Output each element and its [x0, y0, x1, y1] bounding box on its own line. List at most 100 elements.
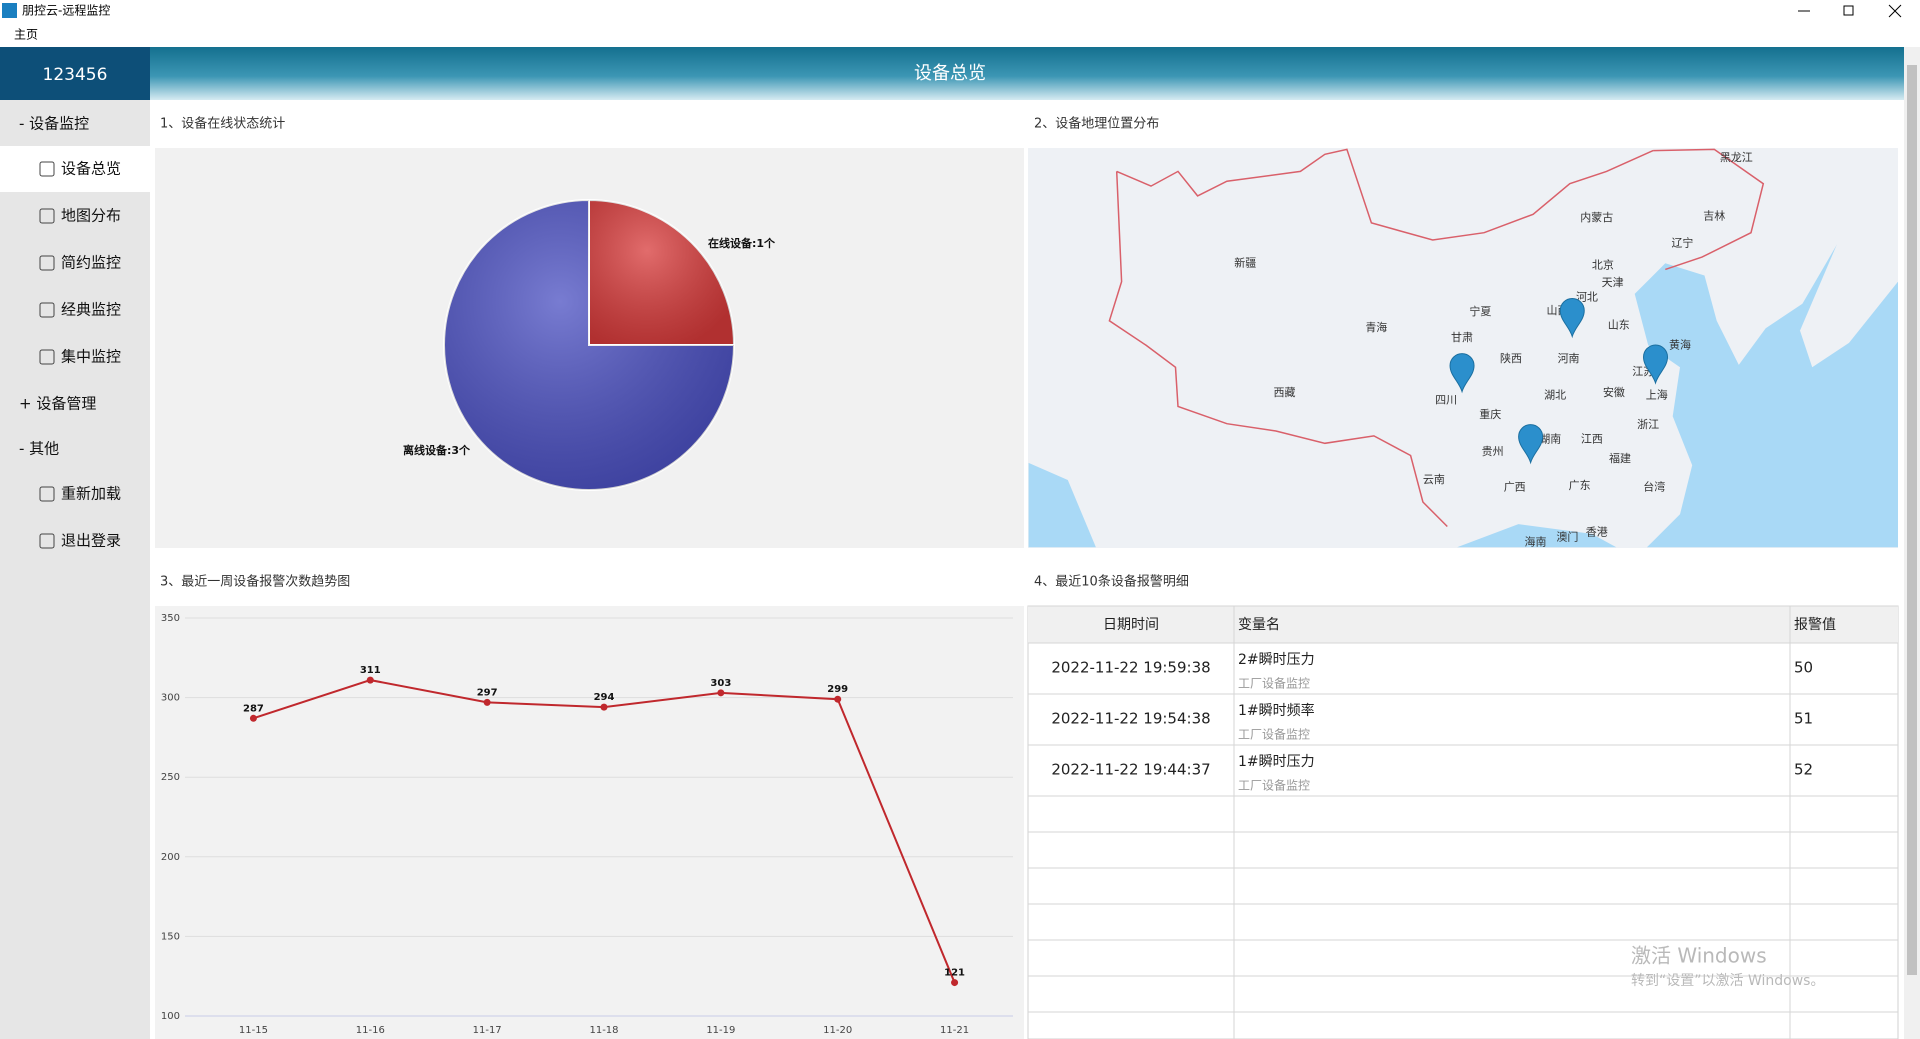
map-label: 黑龙江: [1720, 151, 1753, 164]
header-bar: [150, 47, 1904, 100]
x-tick-label: 11-17: [473, 1025, 502, 1036]
map-pin[interactable]: [1559, 297, 1585, 339]
sidebar-item[interactable]: + 设备管理: [19, 395, 96, 413]
app-icon: [2, 3, 17, 18]
section-title: 1、设备在线状态统计: [160, 116, 285, 132]
section-title: 4、最近10条设备报警明细: [1034, 574, 1189, 590]
x-tick-label: 11-15: [239, 1025, 268, 1036]
sidebar-item[interactable]: 重新加载: [61, 485, 121, 503]
sidebar-item[interactable]: - 其他: [19, 440, 59, 458]
map-label: 甘肃: [1451, 331, 1473, 344]
selected-item-bg: [0, 146, 150, 192]
map-label: 安徽: [1603, 385, 1625, 399]
sidebar-item[interactable]: 经典监控: [61, 301, 121, 319]
scroll-thumb[interactable]: [1907, 65, 1917, 975]
map-label: 河南: [1558, 352, 1580, 365]
map-label: 香港: [1586, 526, 1608, 539]
sidebar-item[interactable]: 简约监控: [61, 254, 121, 272]
map-label: 天津: [1602, 276, 1624, 289]
sea: [1028, 462, 1096, 548]
land: [1800, 171, 1898, 368]
border: [1116, 148, 1654, 241]
close-button[interactable]: [1888, 4, 1902, 18]
cell-source: 工厂设备监控: [1238, 779, 1310, 793]
menu-icon: [39, 208, 55, 224]
window-title: 朋控云-远程监控: [22, 3, 110, 18]
map-label: 青海: [1365, 320, 1387, 334]
cell-value: 51: [1794, 710, 1813, 728]
data-point: [483, 698, 491, 706]
map-label: 吉林: [1703, 209, 1725, 223]
map-label: 福建: [1609, 451, 1631, 465]
y-tick-label: 300: [161, 693, 180, 704]
x-tick-label: 11-19: [706, 1025, 735, 1036]
map-label: 湖南: [1539, 433, 1561, 446]
sidebar-item[interactable]: 地图分布: [61, 207, 121, 225]
y-tick-label: 350: [161, 613, 180, 624]
cell-source: 工厂设备监控: [1238, 728, 1310, 742]
map-label: 澳门: [1556, 530, 1578, 544]
data-point: [249, 714, 257, 722]
menu-item[interactable]: 主页: [14, 28, 38, 42]
map-label: 四川: [1435, 393, 1457, 406]
map-label: 新疆: [1234, 255, 1256, 269]
pie-label: 在线设备:1个: [708, 236, 776, 250]
map-label: 浙江: [1637, 418, 1659, 431]
menu-icon: [39, 161, 55, 177]
sidebar-item[interactable]: 集中监控: [61, 348, 121, 366]
column-header[interactable]: 报警值: [1794, 617, 1836, 633]
map-pin[interactable]: [1643, 344, 1669, 385]
sea: [1457, 524, 1617, 548]
column-header[interactable]: 日期时间: [1103, 617, 1159, 633]
x-tick-label: 11-16: [356, 1025, 385, 1036]
data-label: 297: [477, 687, 498, 698]
data-label: 294: [594, 692, 615, 703]
restore-button[interactable]: [1843, 5, 1854, 16]
watermark: 激活 Windows: [1631, 944, 1767, 968]
data-label: 287: [243, 703, 264, 714]
data-label: 121: [944, 968, 965, 979]
data-label: 303: [710, 678, 731, 689]
map-label: 广东: [1569, 479, 1591, 492]
map-label: 上海: [1646, 388, 1668, 402]
header-title: 设备总览: [914, 63, 986, 84]
menu-bar: [0, 22, 1920, 47]
column-header[interactable]: 变量名: [1238, 617, 1280, 633]
menu-icon: [39, 486, 55, 502]
sidebar-item[interactable]: - 设备监控: [19, 115, 89, 133]
y-tick-label: 100: [161, 1011, 180, 1022]
map-label: 西藏: [1273, 386, 1295, 399]
cell-variable: 1#瞬时压力: [1238, 754, 1315, 770]
sidebar-item[interactable]: 设备总览: [61, 160, 121, 178]
title-bar: [0, 0, 1920, 22]
map-label: 重庆: [1479, 407, 1501, 421]
map-label: 辽宁: [1671, 236, 1693, 250]
x-tick-label: 11-20: [823, 1025, 852, 1036]
menu-icon: [39, 349, 55, 365]
cell-time: 2022-11-22 19:59:38: [1051, 659, 1210, 677]
data-label: 311: [360, 665, 381, 676]
table-header: [1028, 606, 1898, 643]
menu-icon: [39, 255, 55, 271]
map-label: 内蒙古: [1580, 210, 1613, 224]
cell-value: 50: [1794, 659, 1813, 677]
line-panel: [155, 606, 1024, 1039]
cell-source: 工厂设备监控: [1238, 677, 1310, 691]
cell-value: 52: [1794, 761, 1813, 779]
sidebar-item[interactable]: 退出登录: [61, 532, 121, 550]
map-label: 陕西: [1500, 351, 1522, 365]
pie-shade: [444, 200, 734, 490]
x-tick-label: 11-18: [589, 1025, 618, 1036]
map-pin[interactable]: [1449, 353, 1475, 394]
menu-icon: [39, 302, 55, 318]
map-label: 云南: [1423, 473, 1445, 486]
map-label: 贵州: [1482, 445, 1504, 458]
y-tick-label: 200: [161, 852, 180, 863]
map-label: 湖北: [1544, 389, 1566, 402]
map-label: 台湾: [1643, 479, 1665, 493]
data-point: [600, 703, 608, 711]
map-pin[interactable]: [1518, 424, 1544, 465]
data-point: [366, 676, 374, 684]
menu-icon: [39, 533, 55, 549]
